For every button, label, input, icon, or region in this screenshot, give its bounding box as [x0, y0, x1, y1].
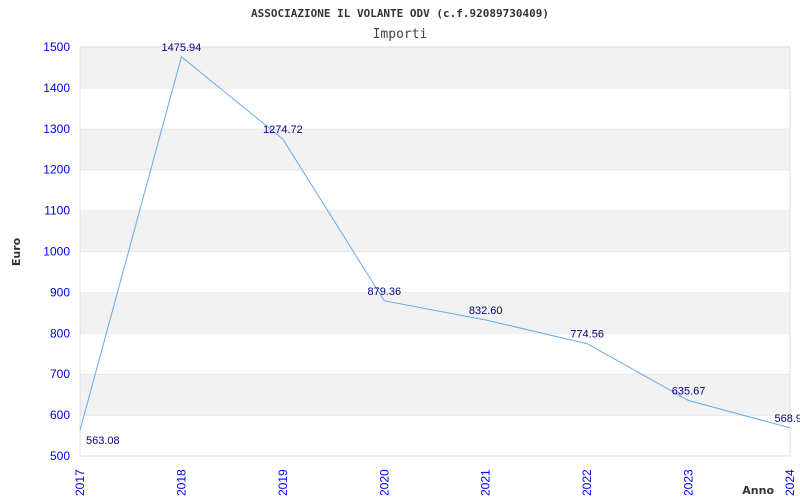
data-label: 568.9	[774, 413, 800, 425]
grid-band	[80, 87, 790, 129]
grid-band	[80, 374, 790, 416]
grid-band	[80, 333, 790, 375]
data-label: 563.08	[86, 435, 120, 447]
y-tick-label: 500	[50, 449, 70, 463]
plot-area	[79, 46, 791, 457]
grid-band	[80, 292, 790, 334]
y-tick-label: 1400	[43, 81, 70, 95]
x-tick-label: 2019	[276, 469, 290, 496]
x-tick-label: 2022	[580, 469, 594, 496]
grid-band	[80, 169, 790, 211]
data-label: 635.67	[672, 386, 706, 398]
y-tick-label: 1100	[44, 204, 70, 218]
grid-band	[80, 251, 790, 293]
data-label: 832.60	[469, 305, 503, 317]
y-tick-label: 700	[50, 367, 70, 381]
grid-band	[80, 210, 790, 252]
data-label: 879.36	[367, 286, 401, 298]
grid-band	[80, 47, 790, 88]
y-axis-label: Euro	[10, 237, 23, 266]
series-line	[79, 55, 791, 431]
chart-title: ASSOCIAZIONE IL VOLANTE ODV (c.f.9208973…	[251, 7, 549, 20]
x-tick-label: 2020	[377, 469, 391, 496]
chart-subtitle: Importi	[373, 27, 428, 42]
y-tick-label: 600	[50, 408, 70, 422]
y-tick-label: 1300	[43, 122, 70, 136]
x-axis-label: Anno	[742, 484, 774, 497]
data-label: 1475.94	[162, 42, 202, 54]
y-tick-label: 1000	[43, 245, 70, 259]
x-tick-label: 2023	[682, 469, 696, 496]
y-tick-label: 1200	[43, 163, 70, 177]
grid-band	[80, 415, 790, 456]
grid-band	[80, 128, 790, 170]
y-tick-label: 800	[50, 326, 70, 340]
data-label: 774.56	[570, 329, 604, 341]
x-tick-label: 2018	[174, 469, 188, 496]
x-tick-label: 2021	[479, 469, 493, 496]
x-tick-label: 2024	[783, 469, 797, 496]
y-tick-label: 1500	[43, 40, 70, 54]
y-tick-label: 900	[50, 285, 70, 299]
x-tick-label: 2017	[73, 469, 87, 496]
data-label: 1274.72	[263, 124, 303, 136]
